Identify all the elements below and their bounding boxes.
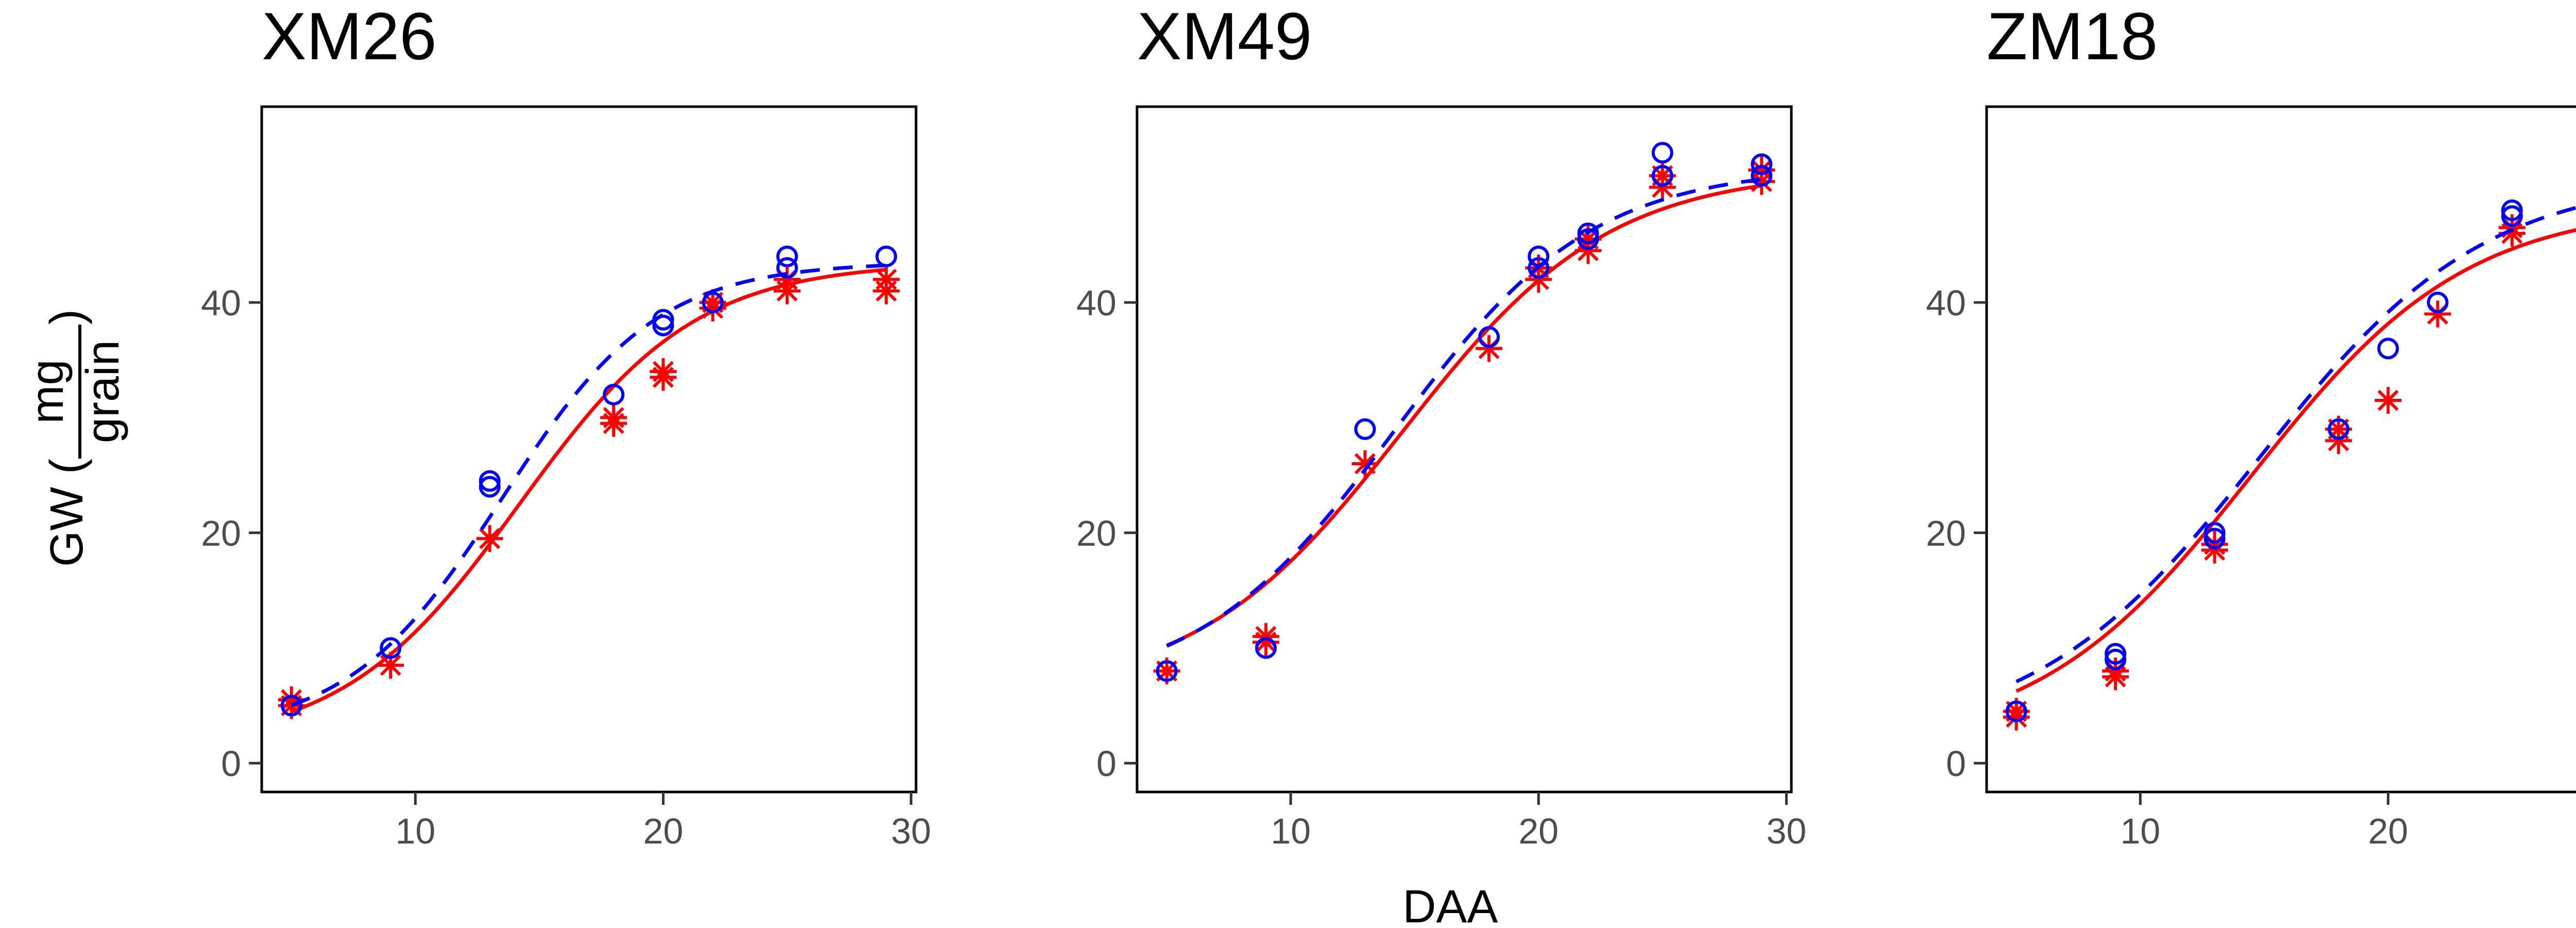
plot-frame: [1985, 105, 2576, 794]
data-point-circle: [479, 476, 501, 498]
data-point-asterisk: [650, 358, 677, 385]
data-point-circle: [1255, 637, 1277, 659]
data-point-circle: [776, 257, 798, 279]
plot-frame: [260, 105, 918, 794]
data-point-asterisk: [377, 652, 404, 679]
data-point-circle: [2204, 528, 2226, 550]
data-point-circle: [2328, 418, 2350, 440]
data-point-circle: [1156, 660, 1178, 682]
panels: XM2610203002040XM4910203002040ZM18102030…: [201, 0, 2576, 851]
y-tick-label: 0: [1946, 744, 1966, 784]
data-point-circle: [2377, 338, 2399, 360]
panel-zm18: ZM1810203002040: [1926, 0, 2576, 851]
x-tick-label: 20: [643, 811, 683, 851]
data-point-circle: [380, 637, 402, 659]
y-tick-label: 40: [1926, 283, 1966, 323]
data-point-circle: [2105, 648, 2127, 670]
y-tick-label: 20: [1926, 513, 1966, 553]
data-point-circle: [776, 245, 798, 267]
asterisk-stroke: [479, 528, 501, 549]
asterisk-stroke: [603, 407, 624, 429]
y-tick-label: 0: [1096, 744, 1116, 784]
panel-title: XM49: [1137, 0, 1312, 74]
y-tick-label: 20: [1076, 513, 1116, 553]
asterisk-stroke: [875, 268, 897, 290]
y-axis-title-denominator: grain: [77, 340, 129, 443]
y-axis-title-prefix: GW (: [41, 459, 93, 567]
data-point-circle: [2105, 643, 2127, 665]
data-point-circle: [2501, 199, 2523, 222]
asterisk-stroke: [1751, 159, 1772, 181]
data-point-circle: [2204, 522, 2226, 544]
series-0-curve: [2015, 228, 2576, 693]
data-point-circle: [1354, 418, 1376, 440]
y-tick-label: 40: [1076, 283, 1116, 323]
series-0-curve: [1166, 183, 1762, 647]
panel-xm49: XM49 10 20 30 0 20 40: [1076, 0, 1806, 851]
panel-xm26: XM26 10 20 30 0 20 40: [201, 0, 931, 851]
series-1-curve: [1166, 177, 1762, 648]
asterisk-stroke: [652, 361, 674, 382]
data-point-circle: [2501, 205, 2523, 227]
x-tick-label: 30: [891, 811, 931, 851]
data-point-circle: [1751, 153, 1773, 175]
asterisk-stroke: [1354, 453, 1376, 475]
data-point-circle: [479, 470, 501, 492]
y-tick-label: 40: [201, 283, 241, 323]
y-axis-title: GW ( mg grain ): [22, 309, 129, 567]
data-point-circle: [1651, 165, 1673, 187]
x-tick-label: 10: [395, 811, 435, 851]
data-point-asterisk: [476, 525, 503, 552]
data-point-circle: [702, 292, 724, 313]
asterisk-stroke: [380, 654, 401, 676]
data-point-circle: [652, 309, 674, 331]
asterisk-stroke: [281, 689, 302, 711]
data-point-circle: [1751, 165, 1773, 187]
panel-title: XM26: [262, 0, 437, 74]
x-tick-label: 20: [2368, 811, 2408, 851]
data-point-circle: [2427, 292, 2449, 313]
x-tick-label: 10: [2120, 811, 2160, 851]
x-tick-label: 20: [1518, 811, 1558, 851]
data-point-circle: [875, 245, 897, 267]
series-1-curve: [2015, 206, 2576, 683]
data-point-circle: [2005, 700, 2027, 722]
plot-frame: [1136, 105, 1793, 794]
data-point-asterisk: [600, 404, 628, 431]
data-point-asterisk: [2375, 387, 2402, 414]
data-point-circle: [1528, 245, 1550, 267]
y-axis-title-suffix: ): [41, 309, 93, 325]
data-point-circle: [1577, 222, 1599, 244]
x-axis-title: DAA: [1402, 881, 1498, 928]
x-tick-label: 10: [1270, 811, 1311, 851]
y-tick-label: 0: [221, 744, 241, 784]
panel-title: ZM18: [1987, 0, 2158, 74]
data-point-circle: [1528, 257, 1550, 279]
data-point-circle: [603, 383, 625, 406]
y-axis-title-numerator: mg: [22, 359, 73, 424]
data-point-asterisk: [873, 266, 900, 293]
x-tick-label: 30: [1766, 811, 1806, 851]
series-1-curve: [291, 263, 887, 707]
y-tick-label: 20: [201, 513, 241, 553]
data-point-circle: [1577, 228, 1599, 250]
data-point-circle: [280, 695, 302, 717]
data-point-circle: [652, 314, 674, 336]
data-point-circle: [1478, 326, 1500, 348]
data-point-circle: [1651, 142, 1673, 164]
data-point-asterisk: [1351, 450, 1379, 477]
asterisk-stroke: [2377, 390, 2399, 411]
